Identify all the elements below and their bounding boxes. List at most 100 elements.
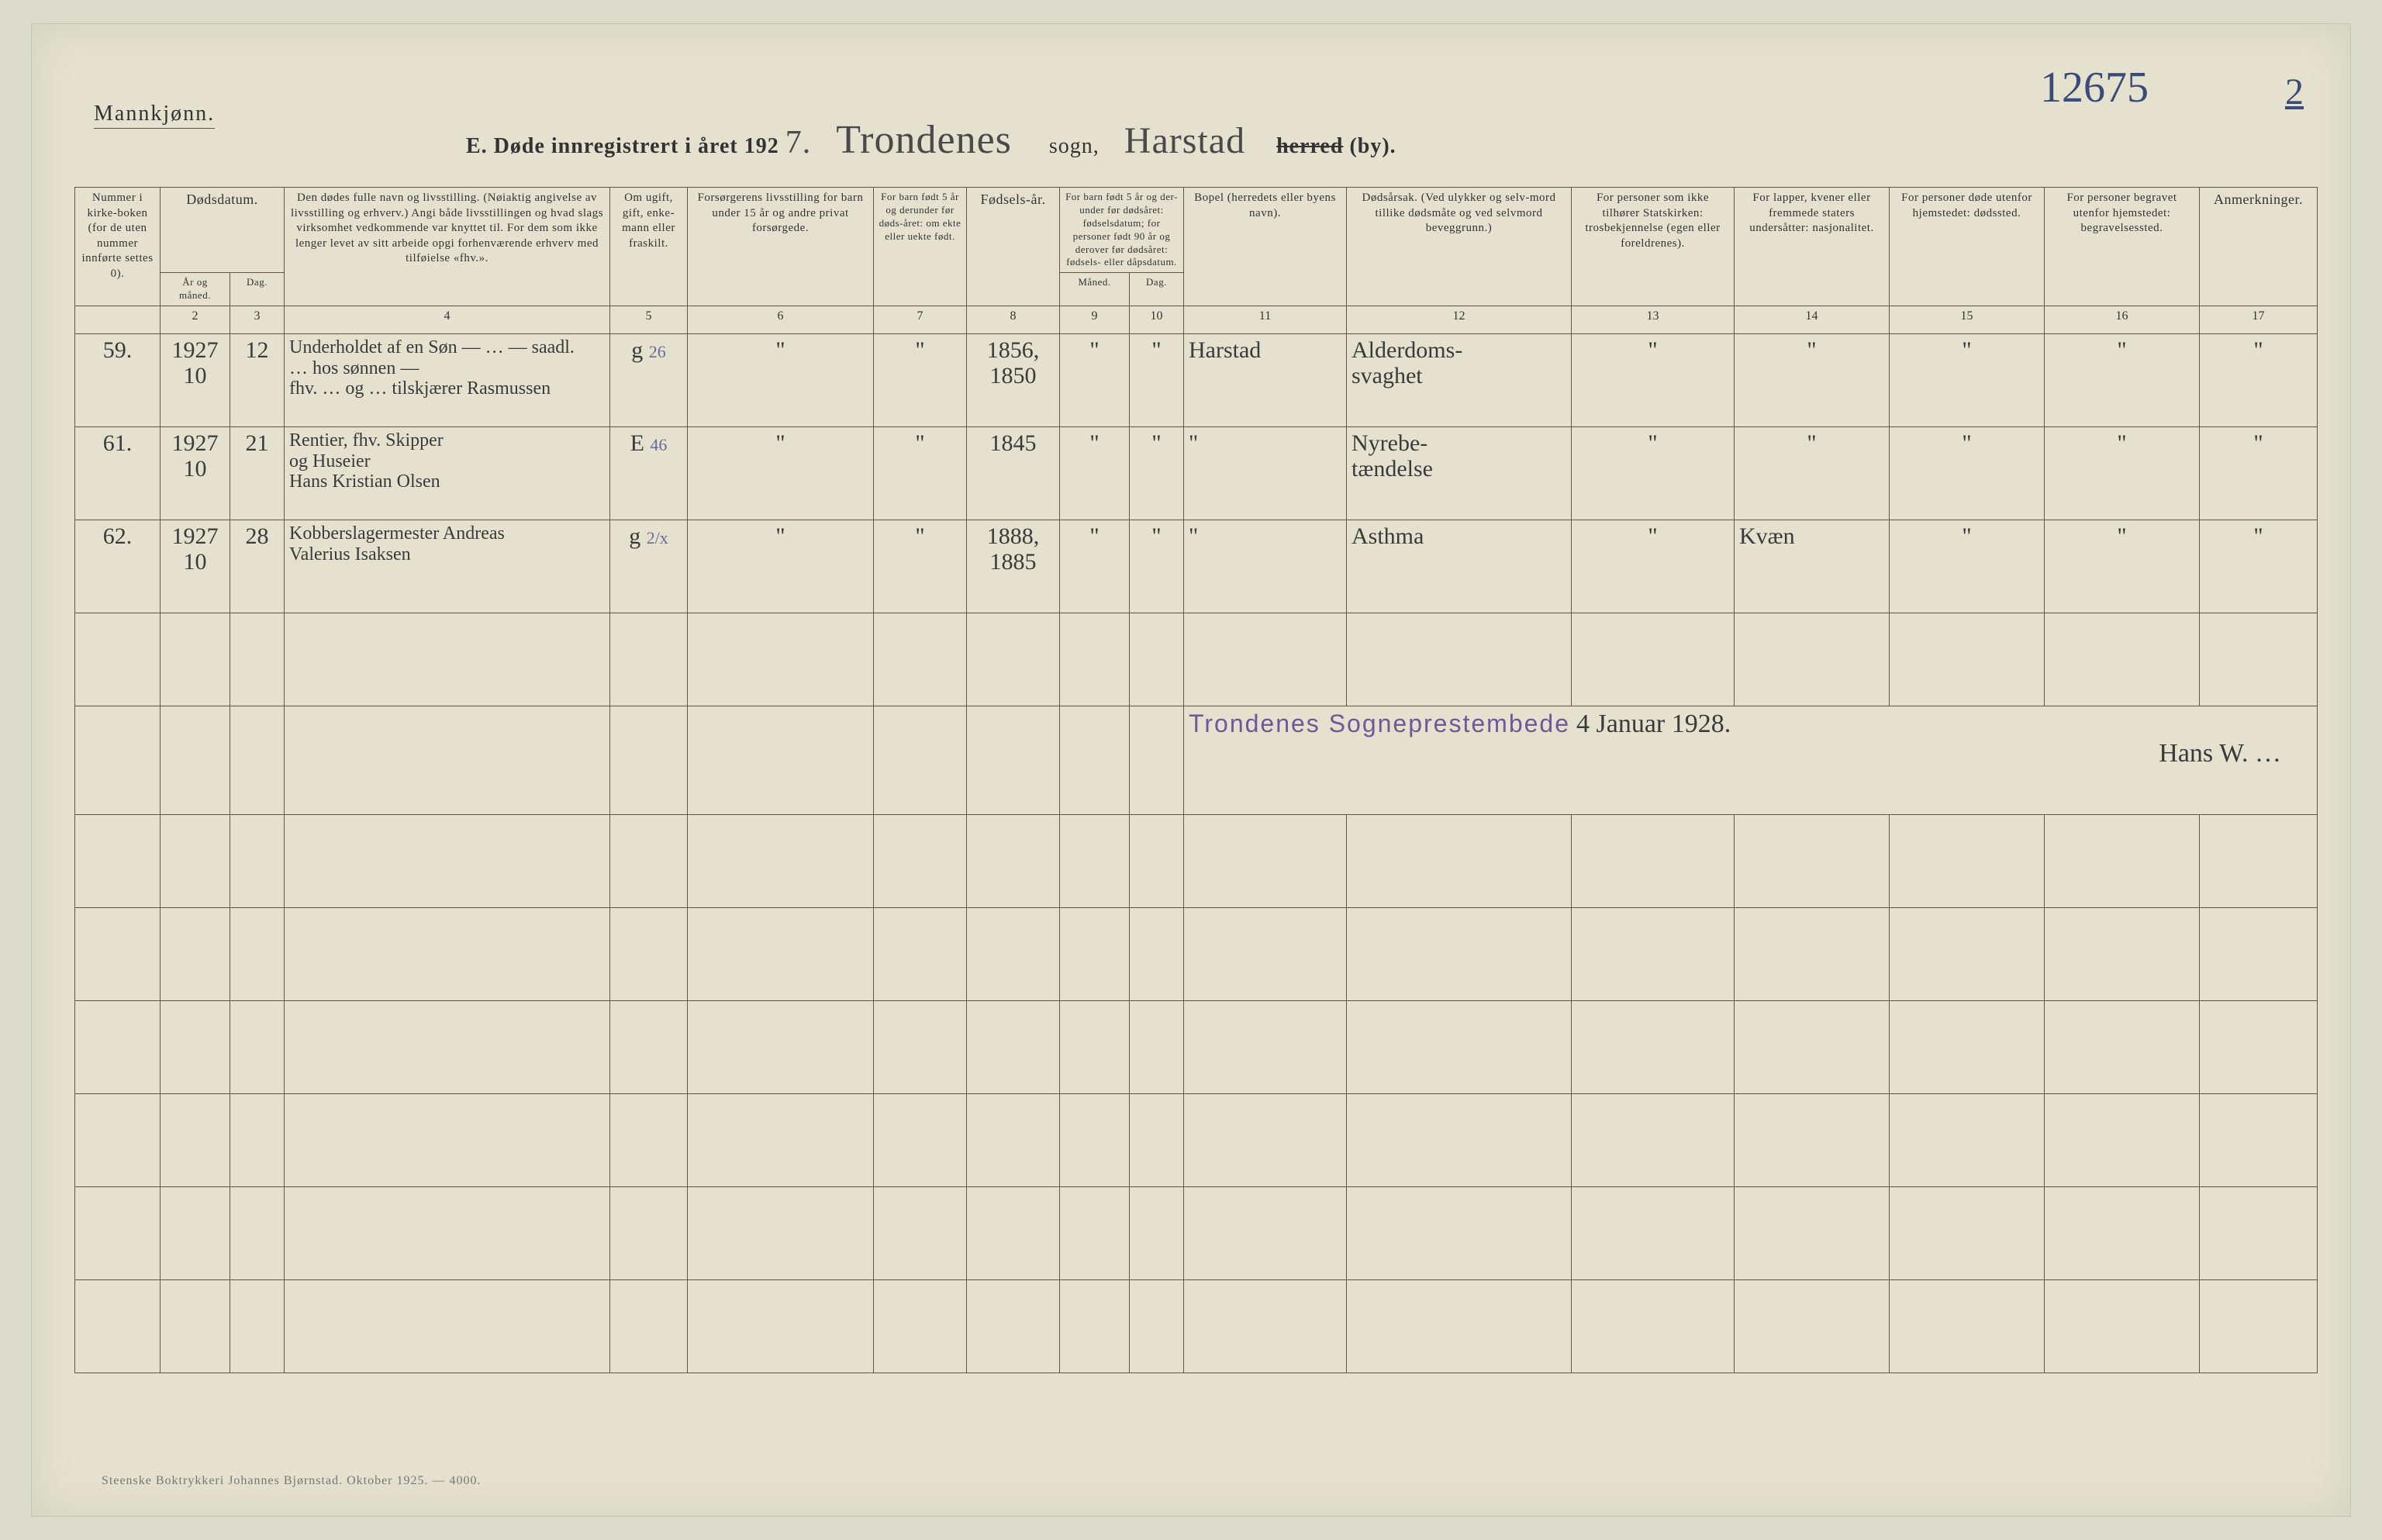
empty-cell — [1184, 1001, 1347, 1094]
col-num: 12 — [1347, 306, 1572, 334]
empty-cell — [161, 908, 230, 1001]
col-header: Forsørgerens livsstilling for barn under… — [688, 188, 874, 306]
empty-cell — [285, 1001, 610, 1094]
death-year-month: 1927 10 — [161, 334, 230, 427]
title-year-digit: 7. — [785, 125, 812, 161]
reference-number: 12675 — [2040, 63, 2149, 112]
empty-cell — [75, 1094, 161, 1187]
signature-date: 4 Januar 1928. — [1576, 710, 1731, 738]
empty-cell — [230, 706, 285, 815]
empty-cell — [1572, 613, 1735, 706]
death-year-month: 1927 10 — [161, 427, 230, 520]
death-day: 21 — [230, 427, 285, 520]
empty-cell — [230, 613, 285, 706]
empty-cell — [2045, 1094, 2200, 1187]
remarks: " — [2200, 427, 2318, 520]
empty-cell — [1184, 613, 1347, 706]
cause-of-death: Asthma — [1347, 520, 1572, 613]
col-num: 10 — [1130, 306, 1184, 334]
empty-cell — [1184, 1280, 1347, 1373]
table-row: 61.1927 1021Rentier, fhv. Skipper og Hus… — [75, 427, 2318, 520]
col-subheader: Dag. — [1130, 273, 1184, 306]
empty-cell — [75, 706, 161, 815]
empty-cell — [610, 613, 688, 706]
empty-cell — [285, 613, 610, 706]
herred-label: herred — [1276, 134, 1343, 158]
birth-year: 1888, 1885 — [967, 520, 1060, 613]
empty-cell — [1735, 1187, 1890, 1280]
empty-cell — [1347, 613, 1572, 706]
residence: Harstad — [1184, 334, 1347, 427]
empty-cell — [1890, 1094, 2045, 1187]
empty-cell — [1130, 1094, 1184, 1187]
page-number: 2 — [2285, 71, 2304, 113]
col-num: 3 — [230, 306, 285, 334]
empty-cell — [2200, 1094, 2318, 1187]
table-row-empty — [75, 1094, 2318, 1187]
district-name: Harstad — [1124, 120, 1245, 161]
col-header: For barn født 5 år og derunder før døds-… — [874, 188, 967, 306]
residence: " — [1184, 520, 1347, 613]
empty-cell — [75, 613, 161, 706]
empty-cell — [874, 815, 967, 908]
empty-cell — [967, 1094, 1060, 1187]
col-header: For lapper, kvener eller fremmede stater… — [1735, 188, 1890, 306]
title-line: E. Døde innregistrert i året 192 7. Tron… — [466, 117, 1396, 163]
birth-day: " — [1130, 520, 1184, 613]
empty-cell — [610, 1187, 688, 1280]
marital-status: g 26 — [610, 334, 688, 427]
empty-cell — [75, 1280, 161, 1373]
empty-cell — [967, 613, 1060, 706]
death-day: 28 — [230, 520, 285, 613]
empty-cell — [1735, 908, 1890, 1001]
empty-cell — [75, 815, 161, 908]
printer-footer: Steenske Boktrykkeri Johannes Bjørnstad.… — [102, 1474, 482, 1488]
empty-cell — [1060, 1001, 1130, 1094]
remarks: " — [2200, 334, 2318, 427]
empty-cell — [1890, 1187, 2045, 1280]
empty-cell — [161, 815, 230, 908]
name-occupation: Rentier, fhv. Skipper og Huseier Hans Kr… — [285, 427, 610, 520]
col-header: For personer døde utenfor hjemstedet: dø… — [1890, 188, 2045, 306]
empty-cell — [1130, 706, 1184, 815]
title-prefix: E. Døde innregistrert i året 192 — [466, 134, 779, 158]
empty-cell — [285, 1094, 610, 1187]
empty-cell — [230, 1001, 285, 1094]
empty-cell — [1060, 613, 1130, 706]
death-register-table: Nummer i kirke-boken (for de uten nummer… — [74, 187, 2318, 1373]
religion: " — [1572, 334, 1735, 427]
empty-cell — [967, 1187, 1060, 1280]
empty-cell — [967, 908, 1060, 1001]
empty-cell — [688, 706, 874, 815]
empty-cell — [1060, 815, 1130, 908]
marital-status: E 46 — [610, 427, 688, 520]
sogn-label: sogn, — [1049, 134, 1100, 158]
legitimacy: " — [874, 427, 967, 520]
empty-cell — [688, 815, 874, 908]
empty-cell — [1060, 1280, 1130, 1373]
death-day: 12 — [230, 334, 285, 427]
col-num: 4 — [285, 306, 610, 334]
col-num: 11 — [1184, 306, 1347, 334]
empty-cell — [1130, 1280, 1184, 1373]
empty-cell — [1735, 613, 1890, 706]
signature-row: Trondenes Sogneprestembede 4 Januar 1928… — [75, 706, 2318, 815]
religion: " — [1572, 520, 1735, 613]
by-label: (by). — [1349, 134, 1396, 158]
birth-month: " — [1060, 334, 1130, 427]
empty-cell — [1347, 815, 1572, 908]
empty-cell — [874, 1187, 967, 1280]
empty-cell — [1572, 1187, 1735, 1280]
empty-cell — [1060, 908, 1130, 1001]
empty-cell — [2045, 1187, 2200, 1280]
table-row-empty — [75, 1280, 2318, 1373]
empty-cell — [874, 706, 967, 815]
empty-cell — [874, 908, 967, 1001]
empty-cell — [1572, 1094, 1735, 1187]
col-header: For barn født 5 år og der-under før døds… — [1060, 188, 1184, 273]
table-row-empty — [75, 1001, 2318, 1094]
col-header: For personer begravet utenfor hjemstedet… — [2045, 188, 2200, 306]
burial-place: " — [2045, 427, 2200, 520]
empty-cell — [1572, 1280, 1735, 1373]
empty-cell — [1890, 1001, 2045, 1094]
